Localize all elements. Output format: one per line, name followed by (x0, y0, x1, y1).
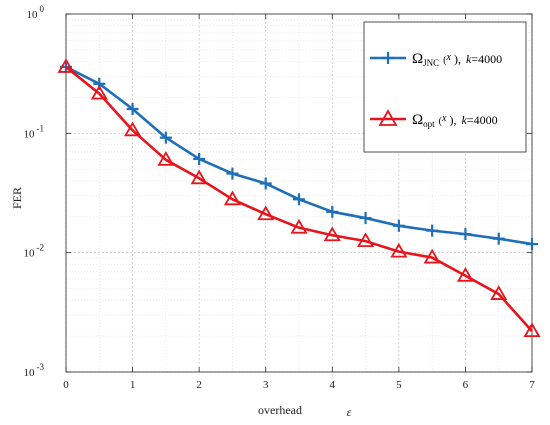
legend: ΩJNC (x), k=4000 Ωopt (x), k=4000 (363, 21, 527, 153)
data-point (226, 167, 239, 180)
y-tick-label: 10 0 (27, 4, 45, 21)
series-group (57, 58, 541, 338)
legend-entry: Ωopt (x), k=4000 (370, 109, 498, 129)
data-point (126, 102, 139, 115)
x-tick-label: 7 (529, 379, 535, 391)
x-axis-label: overhead (258, 403, 302, 417)
data-point (357, 232, 375, 248)
x-tick-label: 5 (396, 379, 402, 391)
y-tick-label: 10 -2 (24, 243, 45, 260)
data-point (90, 84, 108, 100)
data-point (523, 322, 541, 338)
data-point (359, 212, 372, 225)
series-jnc (60, 60, 538, 251)
data-point (290, 218, 308, 234)
legend-label: ΩJNC (x), k=4000 (412, 51, 502, 68)
data-point (159, 131, 172, 144)
plot-frame (65, 13, 533, 373)
data-point (526, 238, 538, 251)
y-axis-label: FER (10, 187, 24, 209)
data-point (124, 121, 142, 137)
series-opt (57, 58, 541, 338)
data-point (390, 242, 408, 258)
data-point (257, 205, 275, 221)
y-tick-label: 10 -1 (24, 123, 45, 140)
data-point (492, 232, 505, 245)
data-point (223, 190, 241, 206)
series-line (65, 65, 533, 333)
data-point (326, 205, 339, 218)
legend-marker (378, 109, 398, 126)
data-point (57, 58, 75, 73)
data-point (490, 285, 508, 300)
data-point (456, 267, 474, 282)
data-point (259, 177, 272, 190)
data-point (190, 169, 208, 185)
legend-label: Ωopt (x), k=4000 (412, 112, 498, 129)
data-point (423, 248, 441, 264)
data-point (459, 228, 472, 241)
data-point (193, 152, 206, 165)
x-tick-label: 1 (130, 379, 136, 391)
x-tick-label: 3 (263, 379, 269, 391)
x-tick-label: 0 (63, 379, 69, 391)
data-point (392, 219, 405, 232)
y-tick-label: 10 -3 (24, 362, 45, 379)
x-axis-symbol: ε (347, 405, 352, 419)
x-tick-label: 2 (196, 379, 202, 391)
x-tick-label: 4 (330, 379, 336, 391)
legend-entry: ΩJNC (x), k=4000 (370, 51, 502, 68)
axis-labels: overhead ε FER (10, 187, 352, 419)
data-point (323, 226, 341, 242)
data-point (157, 151, 175, 166)
x-tick-label: 6 (463, 379, 469, 391)
legend-box (363, 21, 527, 153)
data-point (426, 224, 439, 237)
data-point (293, 193, 305, 206)
